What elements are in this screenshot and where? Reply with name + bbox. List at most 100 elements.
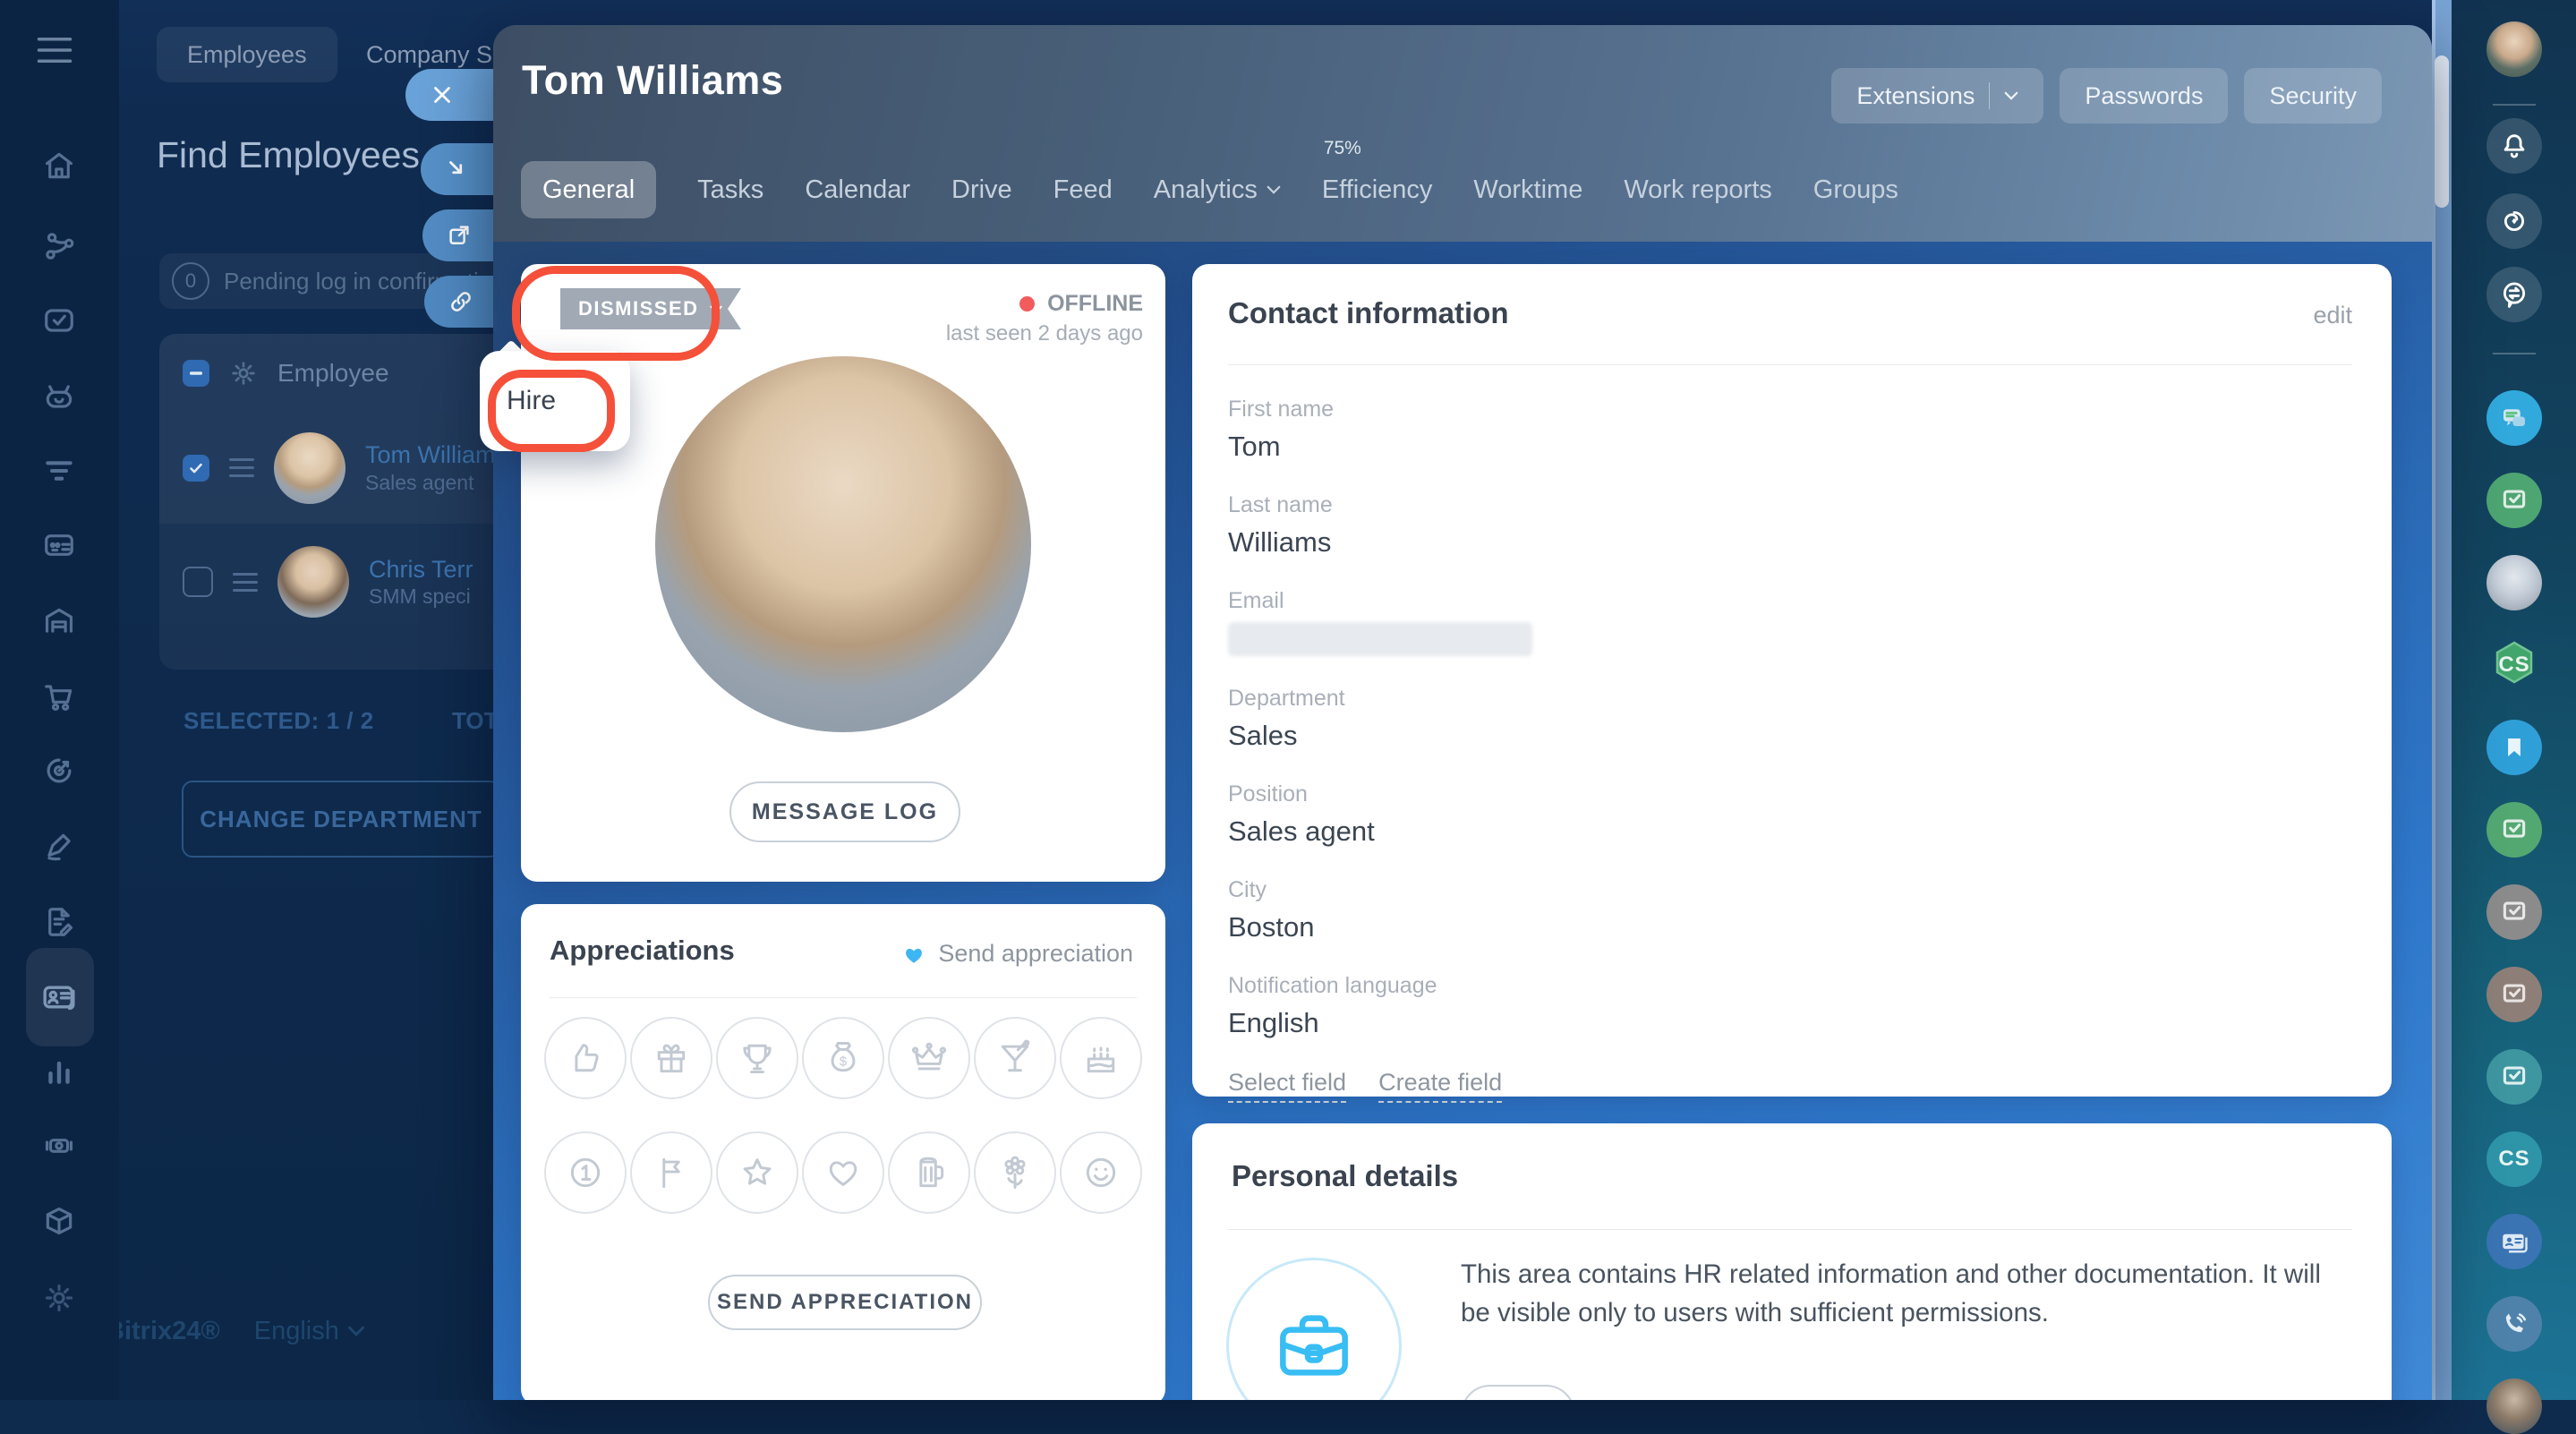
tab-work-reports[interactable]: Work reports: [1624, 161, 1771, 218]
cake-icon[interactable]: [1060, 1017, 1142, 1099]
sidebar-item-cart-icon[interactable]: [38, 675, 81, 718]
personal-edit-button[interactable]: EDIT: [1461, 1385, 1575, 1400]
flower-icon[interactable]: [974, 1131, 1056, 1214]
scrollbar-thumb[interactable]: [2435, 55, 2449, 208]
create-field-link[interactable]: Create field: [1378, 1069, 1503, 1103]
row-checkbox-empty[interactable]: [183, 567, 213, 597]
divider: [1228, 364, 2352, 365]
passwords-button[interactable]: Passwords: [2060, 68, 2229, 124]
avatar[interactable]: [277, 546, 349, 618]
send-appreciation-link[interactable]: Send appreciation: [902, 940, 1133, 968]
svg-text:$: $: [840, 1054, 847, 1069]
sidebar-item-home-icon[interactable]: [38, 144, 81, 187]
cs-hexagon-app-icon[interactable]: CS: [2486, 637, 2542, 693]
star-icon[interactable]: [716, 1131, 798, 1214]
sidebar-item-document-edit-icon[interactable]: [38, 901, 81, 943]
table-row[interactable]: Tom Williams Sales agent: [159, 412, 544, 524]
cs-circle-app-icon[interactable]: CS: [2486, 1131, 2542, 1187]
contact-card-app-icon[interactable]: [2486, 1214, 2542, 1269]
translate-chat-icon[interactable]: [2486, 267, 2542, 322]
appreciation-icons-row: $: [521, 1017, 1165, 1099]
sidebar-item-employee-card-icon[interactable]: [38, 976, 81, 1019]
tab-worktime[interactable]: Worktime: [1473, 161, 1582, 218]
sidebar-item-calendar-icon[interactable]: [38, 524, 81, 567]
drag-handle-icon[interactable]: [229, 458, 254, 477]
tab-general[interactable]: General: [521, 161, 657, 218]
tab-label: Feed: [1053, 175, 1113, 204]
copilot-spiral-icon[interactable]: [2486, 193, 2542, 249]
messenger-app-icon[interactable]: [2486, 390, 2542, 446]
beer-icon[interactable]: [888, 1131, 970, 1214]
tab-drive[interactable]: Drive: [951, 161, 1012, 218]
edit-link[interactable]: edit: [2313, 302, 2352, 329]
page-tab-company-structure[interactable]: Company S: [336, 27, 523, 82]
modal-action-buttons: Extensions Passwords Security: [1831, 68, 2382, 124]
message-log-button[interactable]: MESSAGE LOG: [729, 781, 960, 842]
select-all-checkbox[interactable]: [183, 359, 209, 387]
tasks-app-icon[interactable]: [2486, 473, 2542, 528]
page-tab-employees[interactable]: Employees: [157, 27, 337, 82]
sidebar-item-storage-icon[interactable]: [38, 600, 81, 643]
number-one-icon[interactable]: [544, 1131, 627, 1214]
page-footer: Bitrix24® English: [41, 1316, 364, 1346]
sidebar-item-camera-icon[interactable]: [38, 1124, 81, 1167]
monitor-check-app-icon[interactable]: [2486, 802, 2542, 858]
gift-icon[interactable]: [630, 1017, 712, 1099]
passwords-label: Passwords: [2085, 81, 2204, 109]
table-settings-gear-icon[interactable]: [229, 359, 258, 388]
left-sidebar: [0, 0, 119, 1400]
sidebar-item-reports-icon[interactable]: [38, 1049, 81, 1092]
sidebar-item-package-icon[interactable]: [38, 1199, 81, 1242]
employee-role: Sales agent: [365, 470, 474, 494]
bookmark-app-icon[interactable]: [2486, 720, 2542, 775]
trophy-icon[interactable]: [716, 1017, 798, 1099]
chevron-down-icon: [2005, 91, 2018, 100]
sidebar-item-network-icon[interactable]: [38, 225, 81, 268]
footer-language-select[interactable]: English: [254, 1317, 364, 1346]
select-field-link[interactable]: Select field: [1228, 1069, 1347, 1103]
sidebar-item-tasks-icon[interactable]: [38, 299, 81, 342]
table-row[interactable]: Chris Terr SMM speci: [159, 524, 544, 640]
tab-efficiency[interactable]: 75% Efficiency: [1322, 138, 1433, 218]
notifications-bell-icon[interactable]: [2486, 118, 2542, 174]
crown-icon[interactable]: [888, 1017, 970, 1099]
cocktail-icon[interactable]: [974, 1017, 1056, 1099]
sidebar-item-filter-icon[interactable]: [38, 449, 81, 492]
tab-groups[interactable]: Groups: [1813, 161, 1898, 218]
employee-name-link[interactable]: Chris Terr: [369, 555, 473, 583]
tab-label: Drive: [951, 175, 1012, 204]
change-department-button[interactable]: CHANGE DEPARTMENT: [182, 781, 500, 858]
field-notification-language: Notification language English: [1228, 973, 1532, 1039]
extensions-button[interactable]: Extensions: [1831, 68, 2044, 124]
cat-avatar[interactable]: [2486, 555, 2542, 610]
money-bag-icon[interactable]: $: [802, 1017, 884, 1099]
tab-tasks[interactable]: Tasks: [697, 161, 763, 218]
heart-icon[interactable]: [802, 1131, 884, 1214]
tab-calendar[interactable]: Calendar: [805, 161, 910, 218]
field-label: First name: [1228, 397, 1335, 422]
drag-handle-icon[interactable]: [233, 572, 258, 592]
tab-analytics[interactable]: Analytics: [1154, 161, 1281, 218]
scrollbar-track[interactable]: [2432, 0, 2452, 1400]
phone-app-icon[interactable]: [2486, 1296, 2542, 1352]
send-appreciation-button[interactable]: SEND APPRECIATION: [708, 1275, 982, 1330]
smiley-icon[interactable]: [1060, 1131, 1142, 1214]
sidebar-item-assistant-icon[interactable]: [38, 375, 81, 418]
sidebar-item-sign-icon[interactable]: [38, 825, 81, 868]
sidebar-item-settings-gear-icon[interactable]: [38, 1276, 81, 1319]
flag-icon[interactable]: [630, 1131, 712, 1214]
field-value: Tom: [1228, 431, 1281, 462]
hamburger-menu-icon[interactable]: [36, 36, 73, 64]
employee-name-link[interactable]: Tom Williams: [365, 441, 508, 469]
monitor-check-app-icon[interactable]: [2486, 967, 2542, 1022]
security-button[interactable]: Security: [2244, 68, 2382, 124]
tab-feed[interactable]: Feed: [1053, 161, 1113, 218]
sidebar-item-target-icon[interactable]: [38, 749, 81, 792]
thumbs-up-icon[interactable]: [544, 1017, 627, 1099]
person-avatar[interactable]: [2486, 1379, 2542, 1434]
avatar[interactable]: [274, 431, 345, 504]
row-checkbox-checked[interactable]: [183, 454, 209, 482]
monitor-check-app-icon[interactable]: [2486, 1049, 2542, 1105]
user-avatar[interactable]: [2486, 21, 2542, 77]
monitor-check-app-icon[interactable]: [2486, 884, 2542, 940]
